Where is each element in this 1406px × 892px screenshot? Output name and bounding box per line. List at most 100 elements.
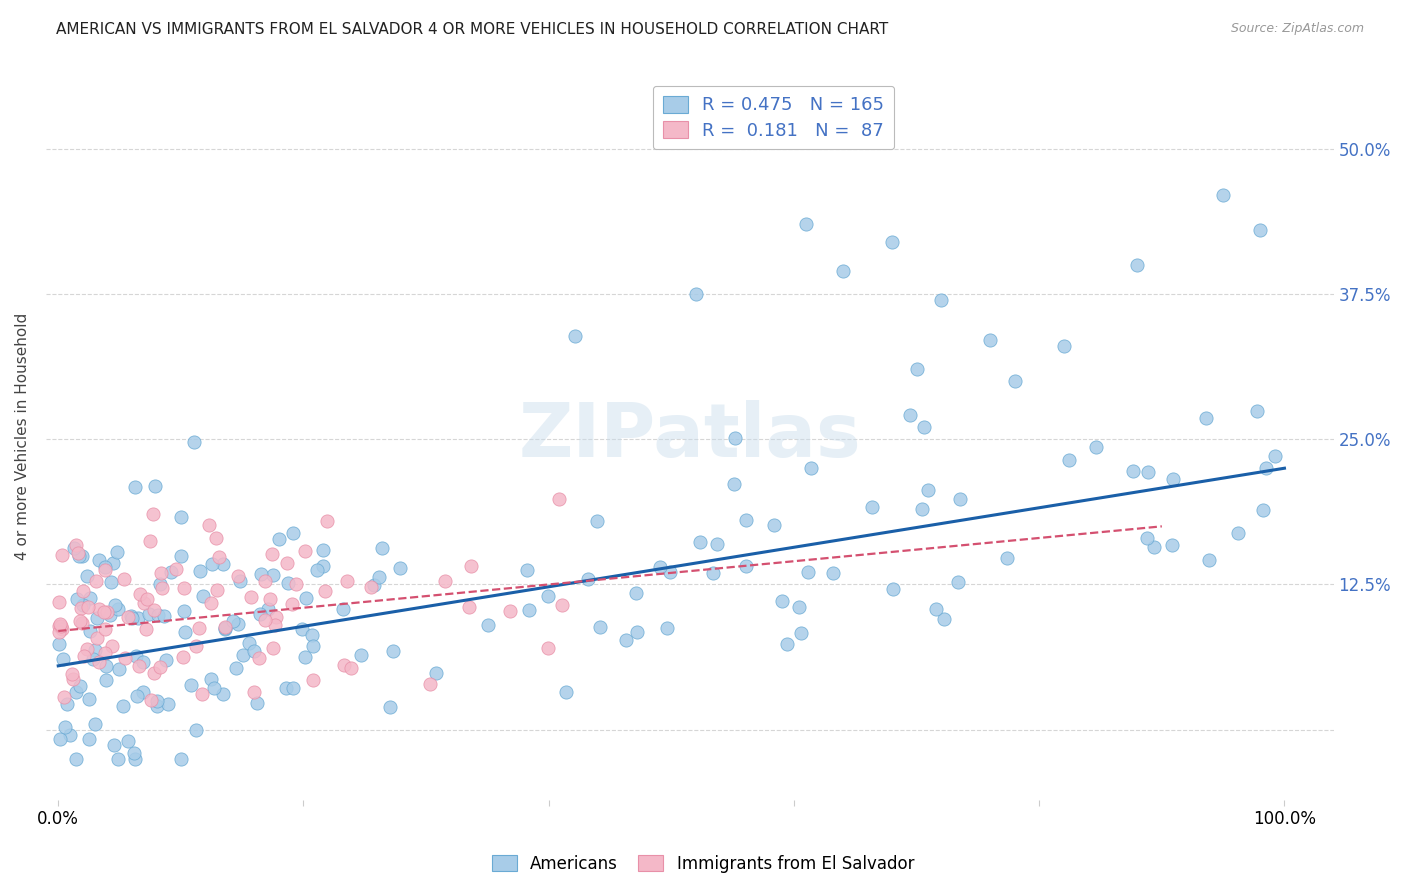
Point bbox=[112, 699, 135, 714]
Point bbox=[763, 517, 786, 532]
Point bbox=[614, 633, 637, 648]
Point bbox=[100, 640, 122, 654]
Point bbox=[312, 543, 335, 558]
Point bbox=[155, 653, 177, 667]
Legend: Americans, Immigrants from El Salvador: Americans, Immigrants from El Salvador bbox=[485, 848, 921, 880]
Point bbox=[89, 602, 111, 616]
Point bbox=[127, 611, 149, 625]
Point bbox=[314, 584, 336, 599]
Point bbox=[128, 587, 150, 601]
Point bbox=[214, 621, 236, 635]
Point bbox=[93, 606, 115, 620]
Point bbox=[105, 545, 128, 559]
Point bbox=[124, 752, 146, 766]
Point bbox=[65, 752, 87, 766]
Point bbox=[84, 574, 107, 589]
Point bbox=[860, 500, 883, 515]
Point bbox=[1246, 404, 1268, 418]
Point bbox=[1126, 258, 1149, 272]
Point bbox=[70, 601, 93, 615]
Point bbox=[93, 564, 115, 578]
Point bbox=[905, 362, 928, 376]
Point bbox=[307, 564, 329, 578]
Point bbox=[76, 568, 98, 582]
Point bbox=[122, 746, 145, 760]
Point bbox=[516, 563, 538, 577]
Point bbox=[70, 549, 93, 563]
Point bbox=[1212, 188, 1234, 202]
Point bbox=[238, 635, 260, 649]
Point bbox=[776, 637, 799, 651]
Point bbox=[723, 431, 745, 445]
Point bbox=[262, 640, 284, 655]
Point bbox=[94, 673, 117, 687]
Point bbox=[517, 603, 540, 617]
Y-axis label: 4 or more Vehicles in Household: 4 or more Vehicles in Household bbox=[15, 312, 30, 560]
Point bbox=[281, 681, 304, 696]
Point bbox=[103, 738, 125, 752]
Point bbox=[86, 631, 108, 645]
Point bbox=[214, 619, 236, 633]
Point bbox=[316, 514, 339, 528]
Point bbox=[948, 574, 970, 589]
Point bbox=[205, 582, 228, 597]
Point bbox=[94, 623, 117, 637]
Point bbox=[1251, 503, 1274, 517]
Point bbox=[60, 667, 83, 681]
Point bbox=[48, 618, 70, 632]
Point bbox=[73, 649, 96, 664]
Point bbox=[249, 607, 271, 621]
Point bbox=[72, 598, 94, 612]
Point bbox=[170, 510, 193, 524]
Point bbox=[1249, 223, 1271, 237]
Point bbox=[585, 514, 607, 528]
Point bbox=[48, 624, 70, 639]
Point bbox=[103, 556, 125, 570]
Point bbox=[911, 501, 934, 516]
Point bbox=[202, 681, 225, 695]
Point bbox=[253, 613, 276, 627]
Point bbox=[53, 720, 76, 734]
Point bbox=[247, 651, 270, 665]
Point bbox=[117, 610, 139, 624]
Point bbox=[276, 681, 298, 695]
Point bbox=[143, 479, 166, 493]
Point bbox=[96, 605, 118, 619]
Point bbox=[551, 598, 574, 612]
Point bbox=[188, 621, 211, 635]
Point bbox=[121, 611, 143, 625]
Point bbox=[141, 693, 163, 707]
Point bbox=[211, 687, 233, 701]
Point bbox=[69, 680, 91, 694]
Point bbox=[142, 603, 165, 617]
Point bbox=[770, 593, 793, 607]
Point bbox=[880, 235, 903, 249]
Point bbox=[157, 698, 180, 712]
Point bbox=[460, 559, 482, 574]
Point bbox=[243, 684, 266, 698]
Point bbox=[59, 728, 82, 742]
Legend: R = 0.475   N = 165, R =  0.181   N =  87: R = 0.475 N = 165, R = 0.181 N = 87 bbox=[652, 86, 894, 150]
Point bbox=[180, 678, 202, 692]
Point bbox=[112, 573, 135, 587]
Point bbox=[537, 589, 560, 603]
Point bbox=[128, 659, 150, 673]
Point bbox=[51, 548, 73, 562]
Point bbox=[211, 557, 233, 571]
Point bbox=[124, 480, 146, 494]
Point bbox=[136, 591, 159, 606]
Point bbox=[301, 628, 323, 642]
Point bbox=[142, 508, 165, 522]
Point bbox=[257, 602, 280, 616]
Point bbox=[170, 549, 193, 564]
Point bbox=[132, 655, 155, 669]
Point bbox=[253, 574, 276, 589]
Point bbox=[77, 599, 100, 614]
Point bbox=[898, 409, 921, 423]
Point bbox=[87, 655, 110, 669]
Point bbox=[117, 734, 139, 748]
Point bbox=[173, 582, 195, 596]
Point bbox=[135, 622, 157, 636]
Point bbox=[246, 697, 269, 711]
Point bbox=[380, 700, 402, 714]
